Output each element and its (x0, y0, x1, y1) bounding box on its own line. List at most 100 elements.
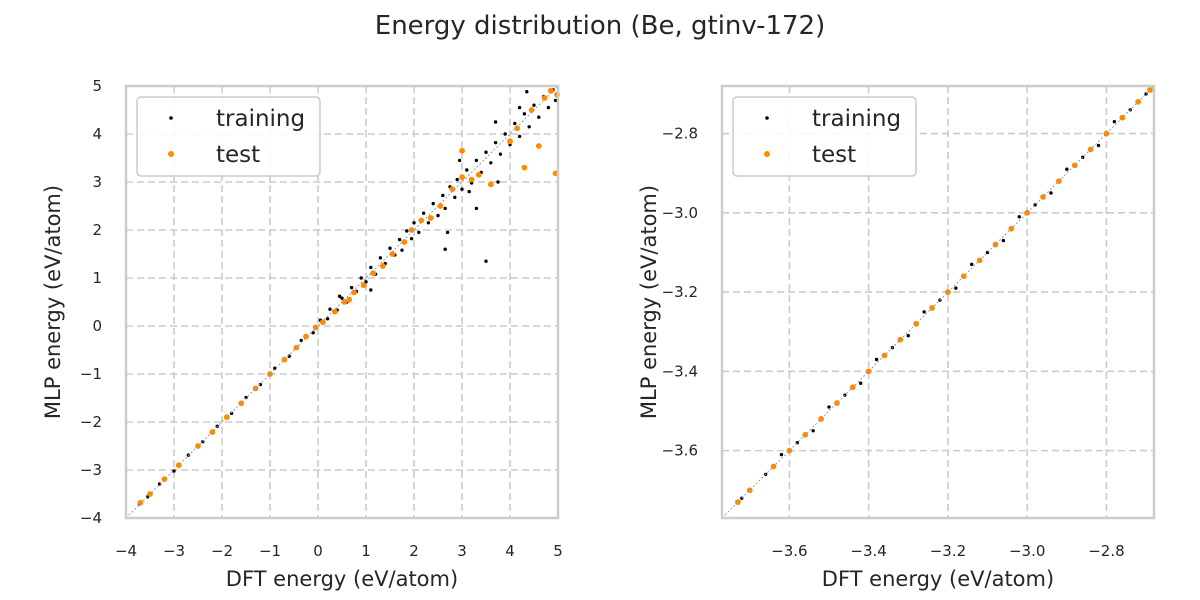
test-point (514, 125, 521, 132)
x-axis-label: DFT energy (eV/atom) (226, 567, 458, 591)
y-tick-label: 2 (92, 221, 102, 239)
training-point (525, 90, 529, 94)
test-legend-marker (168, 151, 174, 157)
training-point (1112, 119, 1117, 124)
x-tick-label: −4 (115, 542, 137, 560)
training-point (954, 286, 958, 290)
x-tick-label: −3.6 (771, 542, 807, 560)
training-point (496, 180, 500, 184)
plot-frame (124, 84, 560, 520)
training-point (443, 206, 447, 211)
test-legend-label: test (216, 142, 260, 168)
test-point (468, 176, 475, 183)
y-tick-label: 1 (92, 269, 102, 287)
test-legend-marker (764, 151, 770, 157)
test-point (427, 215, 434, 221)
test-point (341, 299, 348, 305)
test-point (379, 263, 386, 269)
training-legend-marker (765, 116, 769, 120)
y-tick-label: −2.8 (662, 125, 698, 143)
x-tick-label: −3.2 (930, 542, 966, 560)
legend-box (732, 96, 917, 177)
training-point (537, 115, 541, 119)
legend: training test (136, 96, 321, 177)
training-point (359, 276, 363, 280)
training-point (465, 168, 469, 172)
training-point (546, 105, 551, 110)
training-point (378, 256, 383, 260)
training-point (445, 230, 450, 235)
training-point (1065, 167, 1069, 171)
y-tick-label: −3 (80, 461, 102, 479)
test-point (541, 95, 548, 101)
training-point (484, 150, 488, 154)
training-legend-marker (169, 116, 173, 120)
y-tick-label: −3.4 (662, 362, 698, 380)
training-point (859, 381, 863, 385)
training-point (503, 132, 507, 136)
training-point (229, 411, 234, 416)
reference-diagonal-line (125, 85, 559, 519)
test-legend-label: test (812, 142, 856, 168)
training-point (397, 237, 402, 242)
training-point (1001, 238, 1006, 243)
x-tick-label: 4 (505, 542, 515, 560)
training-point (474, 158, 479, 163)
training-point (453, 195, 457, 200)
training-point (172, 469, 176, 473)
training-point (467, 189, 471, 194)
training-point (369, 288, 373, 292)
training-point (922, 310, 926, 314)
training-point (827, 405, 831, 409)
test-point (437, 203, 444, 209)
training-point (311, 331, 315, 335)
training-point (874, 357, 879, 362)
training-point (431, 201, 435, 206)
test-point (312, 324, 319, 331)
training-point (460, 187, 464, 191)
y-tick-label: 4 (92, 125, 102, 143)
training-point (906, 333, 910, 338)
training-point (484, 259, 488, 263)
training-point (349, 285, 354, 290)
training-point (811, 429, 815, 433)
training-point (513, 121, 517, 126)
test-point (418, 217, 425, 224)
training-legend-label: training (812, 106, 901, 132)
training-point (369, 265, 373, 270)
training-point (337, 294, 342, 298)
x-tick-label: 2 (409, 542, 419, 560)
test-point (370, 270, 377, 277)
training-point (258, 382, 263, 387)
legend: training test (732, 96, 917, 177)
test-point (459, 174, 465, 181)
x-tick-label: 3 (457, 542, 467, 560)
right-scatter-panel: −3.6 −3.4 −3.2 −3.0 −2.8 −3.6 −3.4 −3.2 −3.0 −2.8… (637, 84, 1156, 591)
y-tick-label: −3.0 (662, 204, 698, 222)
x-tick-label: −3 (163, 542, 185, 560)
training-point (532, 103, 536, 107)
training-point (417, 230, 421, 235)
training-point (388, 246, 392, 250)
test-point (535, 143, 542, 149)
training-point (441, 193, 445, 198)
training-point (522, 112, 527, 116)
test-point (137, 499, 144, 506)
y-tick-label: 5 (92, 77, 102, 95)
training-point (421, 211, 426, 215)
y-tick-label: −4 (80, 509, 102, 527)
x-tick-label: 0 (313, 542, 323, 560)
y-tick-label: −2 (80, 413, 102, 431)
y-tick-label: −1 (80, 365, 102, 383)
test-point (507, 138, 513, 145)
training-point (273, 366, 277, 370)
legend-box (136, 96, 321, 177)
training-point (412, 221, 416, 225)
reference-diagonal-line (721, 85, 1155, 519)
training-point (493, 140, 498, 145)
training-point (426, 221, 431, 225)
training-point (340, 296, 344, 300)
training-point (1017, 215, 1021, 219)
test-point (547, 87, 554, 94)
